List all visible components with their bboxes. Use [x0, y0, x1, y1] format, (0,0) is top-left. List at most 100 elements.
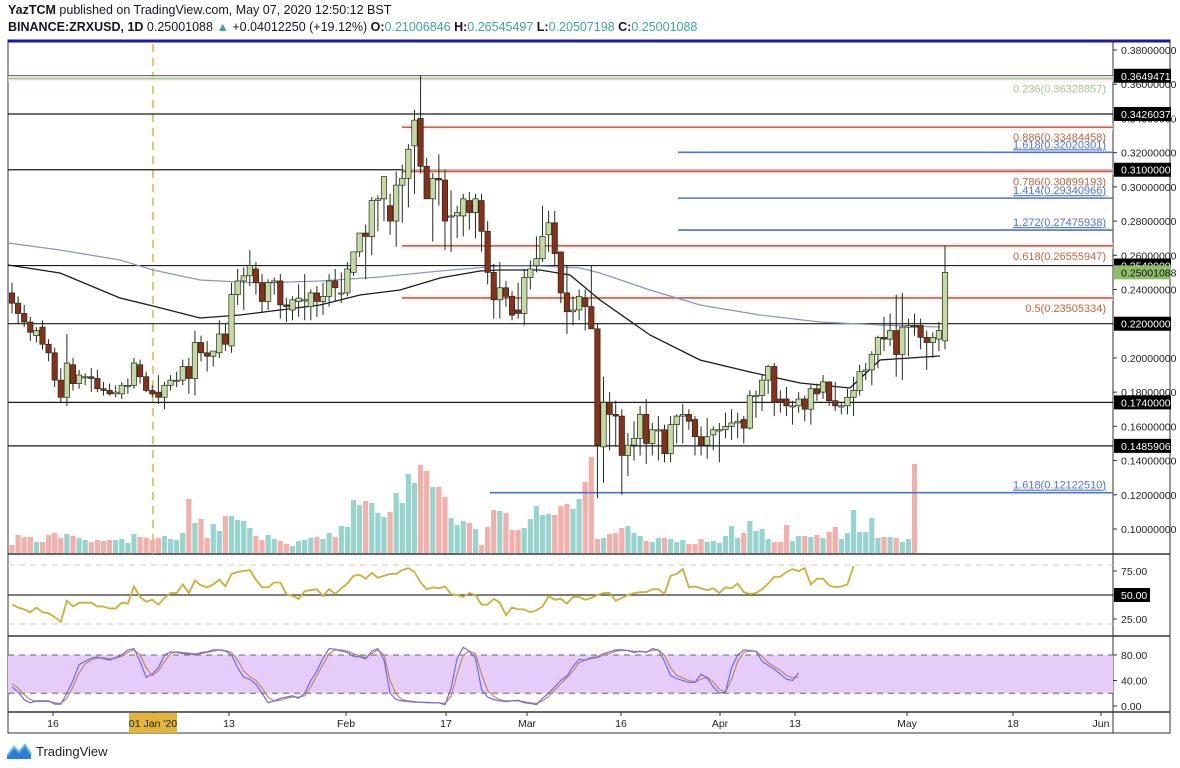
candle[interactable]	[441, 169, 449, 251]
candle[interactable]	[521, 268, 528, 326]
candle[interactable]	[698, 426, 705, 456]
candle[interactable]	[649, 422, 656, 456]
candle[interactable]	[295, 284, 302, 317]
candle[interactable]	[350, 251, 357, 276]
candle[interactable]	[813, 383, 820, 401]
candle[interactable]	[167, 375, 174, 391]
candle[interactable]	[832, 381, 839, 411]
candle[interactable]	[606, 392, 613, 451]
candle[interactable]	[417, 75, 424, 174]
tradingview-branding[interactable]: TradingView	[6, 742, 108, 760]
candle[interactable]	[557, 251, 564, 304]
candle[interactable]	[393, 171, 400, 247]
candle[interactable]	[685, 409, 692, 430]
candle[interactable]	[33, 327, 40, 343]
candle[interactable]	[149, 385, 156, 398]
candle[interactable]	[106, 383, 113, 396]
candle[interactable]	[899, 292, 906, 381]
candle[interactable]	[454, 205, 461, 239]
candle[interactable]	[88, 368, 95, 393]
candle[interactable]	[423, 157, 430, 200]
candle[interactable]	[258, 274, 266, 312]
candle[interactable]	[130, 357, 138, 389]
candle[interactable]	[588, 265, 595, 330]
candle[interactable]	[856, 364, 863, 396]
candle[interactable]	[326, 274, 333, 307]
candle[interactable]	[57, 368, 64, 403]
candle[interactable]	[210, 350, 217, 367]
candle[interactable]	[496, 262, 503, 319]
candle[interactable]	[399, 164, 406, 223]
candle[interactable]	[45, 339, 52, 362]
candle[interactable]	[228, 282, 235, 353]
candle[interactable]	[460, 193, 467, 237]
candle[interactable]	[63, 333, 70, 406]
candle[interactable]	[569, 296, 577, 326]
candle[interactable]	[844, 388, 851, 415]
candle[interactable]	[746, 390, 753, 430]
candle[interactable]	[880, 316, 888, 352]
candle[interactable]	[691, 416, 699, 456]
candle[interactable]	[429, 173, 436, 242]
candle[interactable]	[637, 405, 644, 456]
candle[interactable]	[850, 376, 857, 417]
candle[interactable]	[240, 267, 247, 311]
candle[interactable]	[405, 144, 412, 208]
candle[interactable]	[252, 262, 259, 295]
candle[interactable]	[576, 289, 583, 321]
candle[interactable]	[179, 359, 186, 386]
candle[interactable]	[435, 154, 442, 206]
candle[interactable]	[789, 400, 796, 425]
candle[interactable]	[801, 395, 808, 422]
candle[interactable]	[508, 291, 516, 321]
candle[interactable]	[807, 385, 814, 425]
candle[interactable]	[216, 320, 223, 358]
candle[interactable]	[173, 371, 180, 388]
candle[interactable]	[661, 424, 668, 463]
candle[interactable]	[197, 335, 205, 362]
candle[interactable]	[771, 363, 778, 417]
candle[interactable]	[82, 373, 89, 386]
candle[interactable]	[868, 351, 875, 386]
candle[interactable]	[344, 262, 351, 297]
candle[interactable]	[155, 375, 162, 405]
candle[interactable]	[502, 280, 509, 307]
candle[interactable]	[448, 190, 455, 252]
candle[interactable]	[551, 210, 558, 266]
candle[interactable]	[478, 193, 485, 252]
candle[interactable]	[935, 322, 942, 352]
candle[interactable]	[759, 375, 766, 411]
candle[interactable]	[563, 265, 570, 334]
candle[interactable]	[673, 414, 680, 444]
candle[interactable]	[484, 221, 491, 285]
candle[interactable]	[271, 277, 278, 295]
candle[interactable]	[929, 332, 936, 358]
candle[interactable]	[301, 274, 308, 321]
candle[interactable]	[307, 289, 314, 321]
candle[interactable]	[874, 335, 881, 369]
candle[interactable]	[777, 390, 784, 413]
candle[interactable]	[490, 263, 497, 319]
candle[interactable]	[545, 210, 552, 252]
candle[interactable]	[679, 404, 686, 444]
candle[interactable]	[624, 433, 631, 476]
candle[interactable]	[124, 378, 131, 394]
candle[interactable]	[137, 359, 144, 384]
price-axis[interactable]: 0.380000000.360000000.340000000.32000000…	[1113, 45, 1177, 536]
candle[interactable]	[515, 282, 522, 319]
candle[interactable]	[69, 357, 77, 391]
candle[interactable]	[8, 282, 16, 314]
candle[interactable]	[21, 304, 28, 328]
candle[interactable]	[411, 109, 418, 194]
candle[interactable]	[265, 279, 272, 311]
candle[interactable]	[362, 224, 369, 280]
candle[interactable]	[283, 298, 290, 323]
candle[interactable]	[795, 392, 802, 413]
candle[interactable]	[533, 236, 540, 273]
candle[interactable]	[667, 416, 674, 463]
candle[interactable]	[204, 340, 211, 372]
candle[interactable]	[313, 286, 320, 317]
candle[interactable]	[143, 371, 150, 393]
candle[interactable]	[356, 232, 363, 257]
candle[interactable]	[191, 330, 198, 396]
